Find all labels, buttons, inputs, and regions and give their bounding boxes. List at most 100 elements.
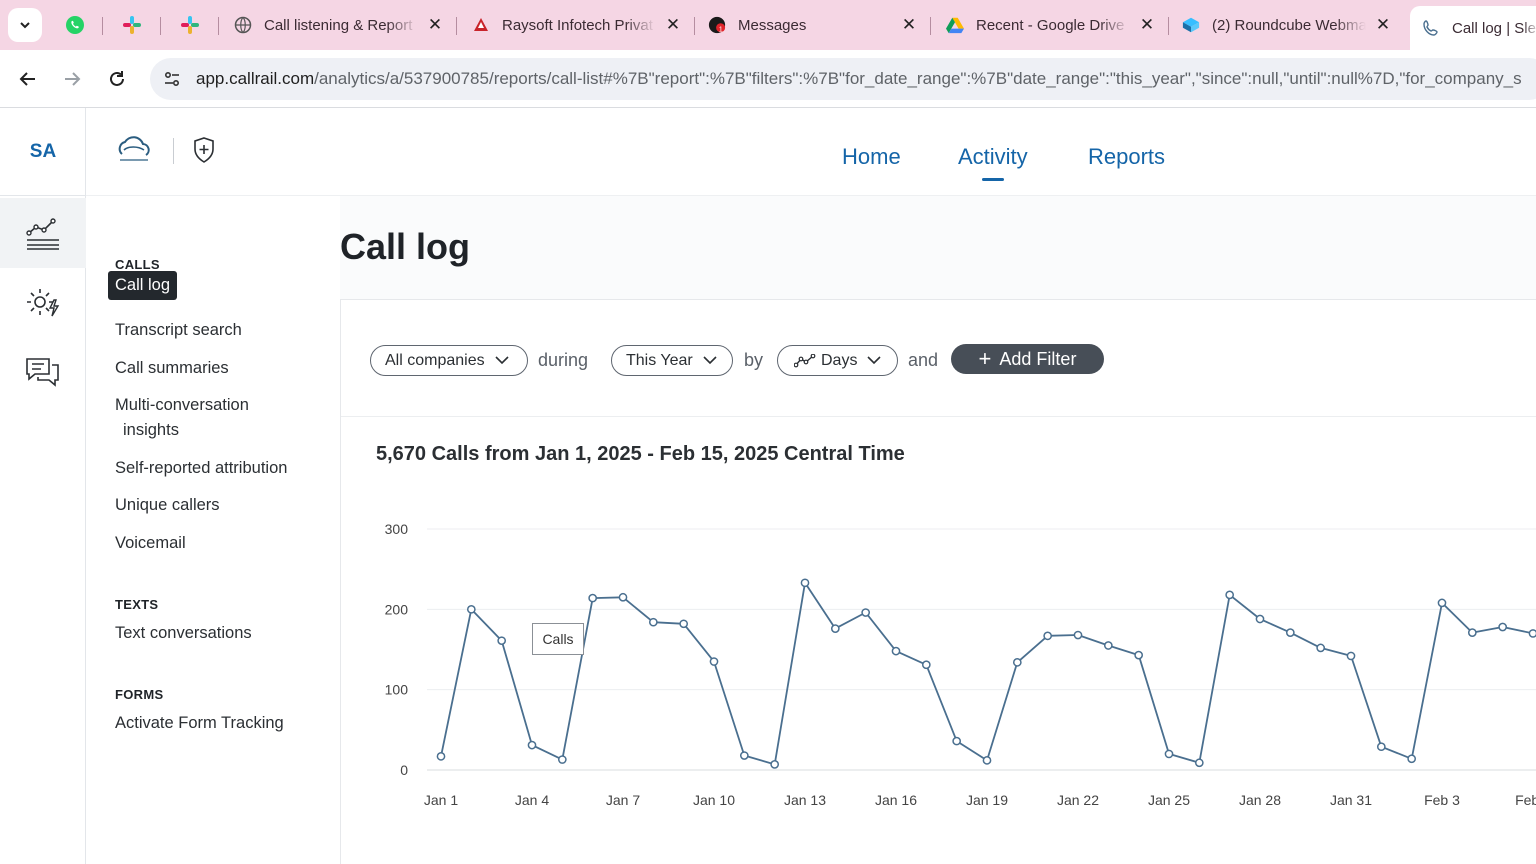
add-filter-button[interactable]: + Add Filter [951,344,1104,374]
subnav-item-text-conversations[interactable]: Text conversations [115,624,252,642]
series-tooltip: Calls [532,623,584,655]
nav-activity[interactable]: Activity [958,144,1028,181]
close-icon[interactable]: ✕ [1375,15,1391,34]
main-content: Call log All companies during This Year … [340,196,1536,864]
subnav-item-label: insights [123,421,179,439]
svg-text:1: 1 [719,24,723,33]
data-point [1134,650,1144,660]
subnav-item-unique-callers[interactable]: Unique callers [115,496,220,514]
rail-settings[interactable] [0,268,86,338]
data-point [891,646,901,656]
chevron-down-icon [867,354,882,368]
data-point [679,619,689,629]
x-tick-label: Jan 16 [875,792,917,808]
data-point [1346,651,1356,661]
granularity-select[interactable]: Days [777,345,898,376]
close-icon[interactable]: ✕ [901,15,917,34]
whatsapp-icon [66,16,84,34]
rail-analytics[interactable] [0,198,86,268]
tab-title: Call log | Slee [1452,19,1536,37]
data-point [1043,631,1053,641]
analytics-icon [26,218,59,250]
pinned-tab-whatsapp[interactable] [60,10,90,40]
page-title: Call log [340,226,471,267]
site-info-button[interactable] [156,63,188,95]
tab-call-log-active[interactable]: Call log | Slee [1410,6,1536,50]
company-select[interactable]: All companies [370,345,528,376]
x-tick-label: Feb 3 [1424,792,1460,808]
nav-home[interactable]: Home [842,144,901,169]
subnav-item-activate-form-tracking[interactable]: Activate Form Tracking [115,714,284,732]
data-point [861,608,871,617]
arrow-right-icon [65,72,81,86]
subnav-item-label: Multi-conversation [115,396,249,414]
subnav-item-transcript-search[interactable]: Transcript search [115,321,242,339]
tune-icon [164,71,180,87]
tab-messages[interactable]: 1 Messages ✕ [696,8,928,42]
tab-roundcube[interactable]: (2) Roundcube Webma ✕ [1170,8,1402,42]
subnav-item-call-log[interactable]: Call log [108,271,178,300]
y-tick-label: 100 [385,682,409,698]
date-range-select[interactable]: This Year [611,345,733,376]
data-point [1073,630,1083,640]
data-point [1437,598,1447,608]
security-shield[interactable] [192,136,216,164]
data-point [1316,643,1326,653]
data-point [1225,590,1235,600]
x-tick-label: Jan 28 [1239,792,1281,808]
tab-call-listening[interactable]: Call listening & Report ✕ [222,8,454,42]
tab-search-button[interactable] [8,8,42,42]
data-point [1498,622,1508,632]
rail-conversations[interactable] [0,338,86,408]
slack-icon [181,16,199,34]
subnav-item-self-reported[interactable]: Self-reported attribution [115,459,288,477]
tab-google-drive[interactable]: Recent - Google Drive ✕ [934,8,1166,42]
callrail-logo[interactable] [116,136,152,166]
phone-icon [1422,19,1440,37]
company-select-value: All companies [385,351,485,369]
date-range-value: This Year [626,351,693,369]
add-filter-label: Add Filter [999,348,1077,369]
data-point [830,624,840,633]
series-line [440,581,1534,766]
data-point [1103,641,1113,650]
chevron-down-icon [495,354,509,368]
browser-tab-strip: Call listening & Report ✕ Raysoft Infote… [0,0,1536,50]
nav-reports[interactable]: Reports [1088,144,1166,169]
data-point [618,592,628,602]
pinned-tab-slack-2[interactable] [175,10,205,40]
arrow-left-icon [19,72,35,86]
tab-raysoft[interactable]: Raysoft Infotech Privat ✕ [460,8,692,42]
subnav-item-voicemail[interactable]: Voicemail [115,534,186,552]
roundcube-icon [1182,16,1200,34]
reload-icon [110,71,124,86]
y-tick-label: 0 [400,762,408,778]
x-tick-label: Jan 1 [424,792,458,808]
x-tick-label: Feb 6 [1515,792,1536,808]
back-button[interactable] [13,64,43,94]
reload-button[interactable] [102,64,132,94]
close-icon[interactable]: ✕ [1139,15,1155,34]
close-icon[interactable]: ✕ [427,15,443,34]
tab-title: Recent - Google Drive [976,16,1125,34]
forward-button[interactable] [57,64,87,94]
divider [173,138,174,164]
data-point [466,604,476,614]
data-point [557,755,567,764]
account-avatar[interactable]: SA [0,108,86,196]
chevron-down-icon [20,22,30,29]
data-point [921,660,931,670]
subnav-item-multi-conversation[interactable]: Multi-conversation insights [115,393,249,443]
close-icon[interactable]: ✕ [665,15,681,34]
callrail-app: SA [0,108,1536,864]
globe-icon [234,16,252,34]
url-text: app.callrail.com/analytics/a/537900785/r… [196,69,1522,89]
pinned-tab-slack[interactable] [117,10,147,40]
data-point [739,751,749,760]
address-bar[interactable]: app.callrail.com/analytics/a/537900785/r… [150,58,1536,100]
filter-word-during: during [538,350,589,370]
shield-plus-icon [194,137,214,163]
y-tick-label: 300 [385,521,409,537]
granularity-value: Days [821,351,858,369]
subnav-item-call-summaries[interactable]: Call summaries [115,359,229,377]
